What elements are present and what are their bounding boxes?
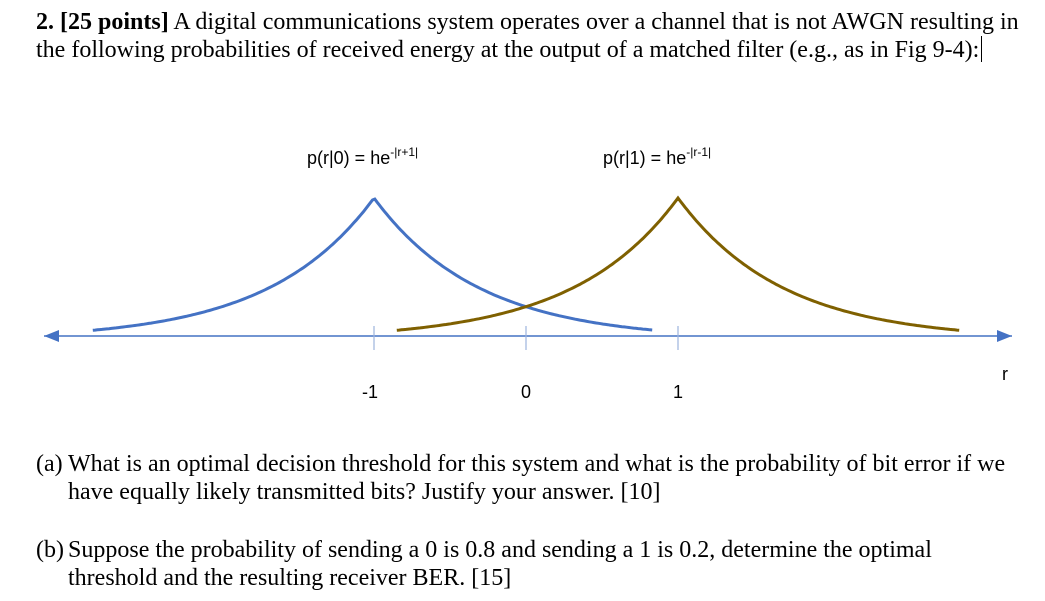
axis-tick-label: 1: [673, 382, 683, 402]
pdf-curve-bit-1: [396, 195, 960, 332]
part-b-label: (b): [36, 537, 64, 563]
problem-text: A digital communications system operates…: [36, 9, 1019, 63]
part-a-label: (a): [36, 451, 63, 477]
axis-ticks: [373, 326, 679, 350]
axis-tick-label: 0: [521, 382, 531, 402]
problem-points: [25 points]: [60, 9, 169, 35]
problem-number: 2.: [36, 9, 54, 35]
axis-tick-labels: -1 0 1: [362, 382, 683, 402]
pdf-bit-0-label: p(r|0) = he-|r+1|: [307, 145, 418, 168]
part-b-text: Suppose the probability of sending a 0 i…: [68, 537, 932, 591]
problem-statement: 2. [25 points] A digital communications …: [36, 8, 1036, 64]
text-cursor: [981, 36, 983, 62]
part-a-text: What is an optimal decision threshold fo…: [68, 451, 1006, 505]
axis-label-r: r: [1002, 364, 1008, 384]
pdf-curve-bit-0: [92, 197, 653, 332]
axis-tick-label: -1: [362, 382, 378, 402]
pdf-bit-1-label: p(r|1) = he-|r-1|: [603, 145, 711, 168]
